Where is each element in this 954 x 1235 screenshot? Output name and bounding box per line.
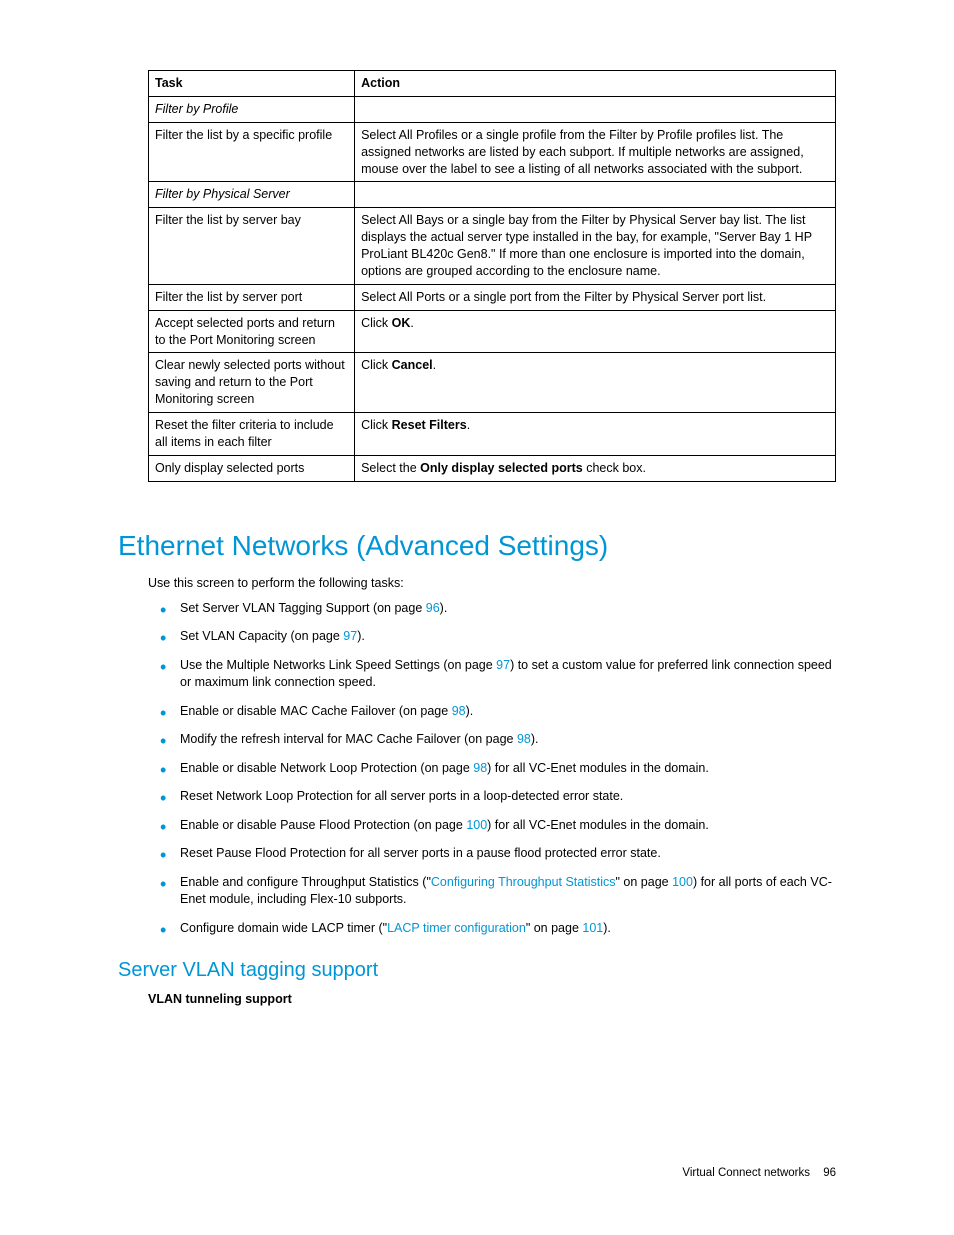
table-cell-action: Select the Only display selected ports c… (355, 455, 836, 481)
page-link[interactable]: 100 (466, 818, 487, 832)
footer-section: Virtual Connect networks (682, 1167, 810, 1179)
table-cell-task: Filter the list by server bay (149, 208, 355, 285)
table-cell-task: Reset the filter criteria to include all… (149, 413, 355, 456)
page-link[interactable]: Configuring Throughput Statistics (431, 875, 616, 889)
list-item: Modify the refresh interval for MAC Cach… (148, 731, 836, 749)
list-item: Reset Network Loop Protection for all se… (148, 788, 836, 806)
table-cell-action: Select All Profiles or a single profile … (355, 122, 836, 182)
table-header-task: Task (149, 71, 355, 97)
table-body: Filter by ProfileFilter the list by a sp… (149, 96, 836, 481)
table-cell-task: Accept selected ports and return to the … (149, 310, 355, 353)
list-item: Enable and configure Throughput Statisti… (148, 874, 836, 909)
table-cell-action (355, 96, 836, 122)
table-cell-task: Filter by Physical Server (149, 182, 355, 208)
page-link[interactable]: 98 (517, 732, 531, 746)
list-item: Enable or disable MAC Cache Failover (on… (148, 703, 836, 721)
list-item: Set Server VLAN Tagging Support (on page… (148, 600, 836, 618)
intro-text: Use this screen to perform the following… (148, 576, 836, 590)
list-item: Set VLAN Capacity (on page 97). (148, 628, 836, 646)
list-item: Enable or disable Network Loop Protectio… (148, 760, 836, 778)
task-action-table: Task Action Filter by ProfileFilter the … (148, 70, 836, 482)
page-link[interactable]: 98 (473, 761, 487, 775)
table-row: Filter the list by server baySelect All … (149, 208, 836, 285)
table-cell-action: Select All Bays or a single bay from the… (355, 208, 836, 285)
table-cell-task: Filter the list by a specific profile (149, 122, 355, 182)
table-cell-task: Clear newly selected ports without savin… (149, 353, 355, 413)
vlan-tunneling-label: VLAN tunneling support (148, 992, 836, 1006)
page-link[interactable]: 100 (672, 875, 693, 889)
table-cell-task: Filter the list by server port (149, 284, 355, 310)
table-header-action: Action (355, 71, 836, 97)
page-footer: Virtual Connect networks 96 (682, 1167, 836, 1179)
heading-ethernet-networks: Ethernet Networks (Advanced Settings) (118, 530, 836, 562)
list-item: Reset Pause Flood Protection for all ser… (148, 845, 836, 863)
heading-server-vlan-tagging: Server VLAN tagging support (118, 959, 836, 982)
table-cell-action: Click OK. (355, 310, 836, 353)
list-item: Configure domain wide LACP timer ("LACP … (148, 920, 836, 938)
table-row: Filter by Physical Server (149, 182, 836, 208)
list-item: Enable or disable Pause Flood Protection… (148, 817, 836, 835)
page-link[interactable]: 96 (426, 601, 440, 615)
page-link[interactable]: 97 (496, 658, 510, 672)
table-row: Filter the list by a specific profileSel… (149, 122, 836, 182)
table-row: Accept selected ports and return to the … (149, 310, 836, 353)
table-cell-task: Filter by Profile (149, 96, 355, 122)
table-row: Only display selected portsSelect the On… (149, 455, 836, 481)
list-item: Use the Multiple Networks Link Speed Set… (148, 657, 836, 692)
table-row: Filter by Profile (149, 96, 836, 122)
task-bullet-list: Set Server VLAN Tagging Support (on page… (148, 600, 836, 938)
table-cell-task: Only display selected ports (149, 455, 355, 481)
footer-page-number: 96 (823, 1167, 836, 1179)
table-row: Reset the filter criteria to include all… (149, 413, 836, 456)
page-link[interactable]: 98 (452, 704, 466, 718)
page-link[interactable]: 97 (343, 629, 357, 643)
table-row: Filter the list by server portSelect All… (149, 284, 836, 310)
page-link[interactable]: LACP timer configuration (387, 921, 526, 935)
table-cell-action: Click Reset Filters. (355, 413, 836, 456)
table-row: Clear newly selected ports without savin… (149, 353, 836, 413)
table-cell-action (355, 182, 836, 208)
page-link[interactable]: 101 (582, 921, 603, 935)
table-cell-action: Click Cancel. (355, 353, 836, 413)
table-cell-action: Select All Ports or a single port from t… (355, 284, 836, 310)
